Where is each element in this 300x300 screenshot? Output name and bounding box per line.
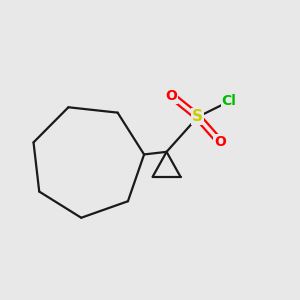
Text: Cl: Cl <box>222 94 237 108</box>
Text: O: O <box>214 135 226 149</box>
Text: O: O <box>165 88 177 103</box>
Text: S: S <box>192 110 203 124</box>
